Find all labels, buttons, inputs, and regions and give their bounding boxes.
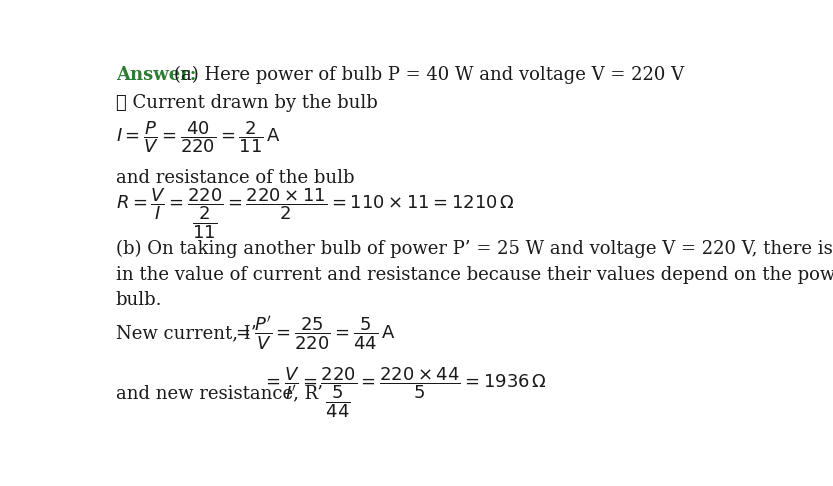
Text: bulb.: bulb. [116,291,162,309]
Text: and new resistance, R’: and new resistance, R’ [116,384,328,402]
Text: ∴ Current drawn by the bulb: ∴ Current drawn by the bulb [116,94,377,112]
Text: (b) On taking another bulb of power P’ = 25 W and voltage V = 220 V, there is a : (b) On taking another bulb of power P’ =… [116,240,833,258]
Text: in the value of current and resistance because their values depend on the power : in the value of current and resistance b… [116,266,833,284]
Text: $R = \dfrac{V}{I} = \dfrac{220}{\dfrac{2}{11}} = \dfrac{220 \times 11}{2} = 110 : $R = \dfrac{V}{I} = \dfrac{220}{\dfrac{2… [116,187,515,241]
Text: Answer:: Answer: [116,66,196,84]
Text: and resistance of the bulb: and resistance of the bulb [116,169,354,187]
Text: $= \dfrac{P^{\prime}}{V} = \dfrac{25}{220} = \dfrac{5}{44}\,\mathrm{A}$: $= \dfrac{P^{\prime}}{V} = \dfrac{25}{22… [232,314,396,352]
Text: $= \dfrac{V}{I^{\prime}} = \dfrac{220}{\dfrac{5}{44}} = \dfrac{220 \times 44}{5}: $= \dfrac{V}{I^{\prime}} = \dfrac{220}{\… [262,366,547,420]
Text: (a) Here power of bulb P = 40 W and voltage V = 220 V: (a) Here power of bulb P = 40 W and volt… [174,66,684,84]
Text: $I = \dfrac{P}{V} = \dfrac{40}{220} = \dfrac{2}{11}\,\mathrm{A}$: $I = \dfrac{P}{V} = \dfrac{40}{220} = \d… [116,119,281,155]
Text: New current, I’: New current, I’ [116,324,262,342]
